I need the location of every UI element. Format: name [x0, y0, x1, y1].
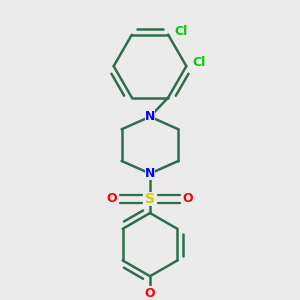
- Text: O: O: [145, 287, 155, 300]
- Text: O: O: [183, 192, 193, 205]
- Text: Cl: Cl: [192, 56, 206, 70]
- Text: S: S: [145, 192, 155, 206]
- Text: O: O: [107, 192, 117, 205]
- Text: N: N: [145, 167, 155, 180]
- Text: N: N: [145, 110, 155, 123]
- Text: Cl: Cl: [174, 25, 188, 38]
